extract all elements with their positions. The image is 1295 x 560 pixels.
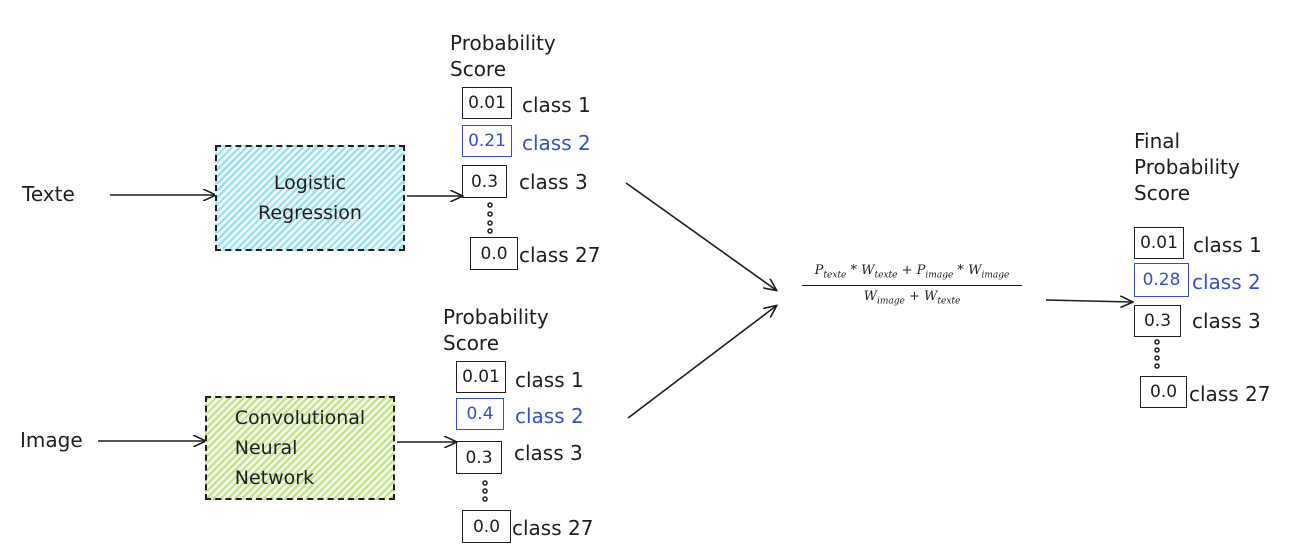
- formula-w-image: W: [968, 263, 982, 278]
- arrow-text-scores-to-formula: [625, 182, 776, 290]
- text-score-class-27: class 27: [519, 243, 601, 267]
- text-score-value-27: 0.0: [470, 237, 518, 270]
- image-scores-title: Probability Score: [443, 305, 549, 355]
- text-score-class-1: class 1: [522, 93, 591, 117]
- formula-w-texte-sub: texte: [874, 270, 898, 281]
- formula-numerator: Ptexte * Wtexte + Pimage * Wimage: [814, 263, 1010, 281]
- formula-fraction-bar: [802, 284, 1022, 286]
- formula-den-w-texte-sub: texte: [937, 296, 961, 307]
- logistic-regression-label: Logistic Regression: [258, 172, 362, 224]
- text-score-value-2: 0.21: [462, 125, 512, 157]
- image-score-value-2: 0.4: [456, 398, 504, 430]
- image-score-class-3: class 3: [514, 441, 583, 465]
- text-score-value-3: 0.3: [462, 165, 507, 198]
- cnn-box: Convolutional Neural Network: [205, 396, 395, 500]
- weighted-average-formula: Ptexte * Wtexte + Pimage * Wimage Wimage…: [802, 263, 1022, 306]
- formula-den-w-image: W: [863, 288, 877, 304]
- final-score-class-27: class 27: [1189, 382, 1271, 406]
- text-score-class-2: class 2: [522, 131, 591, 155]
- formula-p-texte: P: [814, 263, 824, 278]
- image-score-value-27: 0.0: [462, 510, 511, 543]
- final-score-class-1: class 1: [1193, 233, 1262, 257]
- image-score-class-1: class 1: [515, 368, 584, 392]
- image-score-class-27: class 27: [512, 516, 594, 540]
- logistic-regression-box: Logistic Regression: [215, 145, 405, 251]
- text-score-value-1: 0.01: [462, 87, 512, 119]
- formula-p-image-sub: image: [925, 270, 954, 281]
- formula-w-texte: W: [861, 263, 875, 278]
- arrow-formula-to-final: [1045, 300, 1132, 302]
- formula-denominator: Wimage + Wtexte: [863, 288, 961, 307]
- final-score-value-27: 0.0: [1140, 376, 1187, 408]
- image-score-value-3: 0.3: [456, 441, 502, 474]
- final-score-value-2: 0.28: [1134, 263, 1189, 297]
- formula-p-image: P: [916, 263, 926, 278]
- cnn-label: Convolutional Neural Network: [234, 407, 366, 489]
- formula-p-texte-sub: texte: [823, 270, 847, 281]
- ellipsis-dots-final: [1154, 339, 1160, 369]
- image-score-value-1: 0.01: [456, 361, 506, 393]
- final-score-value-3: 0.3: [1134, 305, 1181, 337]
- input-texte-label: Texte: [22, 182, 75, 206]
- text-scores-title: Probability Score: [450, 31, 556, 81]
- arrow-image-scores-to-formula: [627, 306, 776, 419]
- input-image-label: Image: [20, 428, 83, 452]
- final-score-class-3: class 3: [1192, 309, 1261, 333]
- formula-den-w-image-sub: image: [876, 296, 905, 307]
- final-score-class-2: class 2: [1192, 270, 1261, 294]
- image-score-class-2: class 2: [515, 404, 584, 428]
- final-scores-title: Final Probability Score: [1134, 129, 1240, 205]
- ellipsis-dots-text: [487, 202, 493, 234]
- final-score-value-1: 0.01: [1134, 227, 1184, 259]
- formula-den-w-texte: W: [924, 288, 938, 304]
- text-score-class-3: class 3: [519, 170, 588, 194]
- formula-w-image-sub: image: [981, 270, 1010, 281]
- ellipsis-dots-image: [482, 480, 488, 502]
